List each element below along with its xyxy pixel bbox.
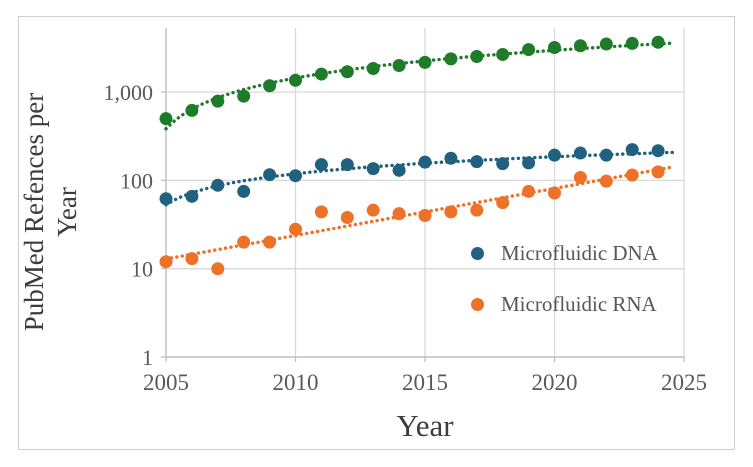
data-point [444, 151, 458, 165]
data-point [314, 67, 328, 81]
data-point [573, 170, 587, 184]
trendline [164, 41, 676, 131]
data-point [599, 37, 613, 51]
data-point [237, 235, 251, 249]
y-tick-label: 1,000 [104, 80, 154, 105]
y-axis-title: PubMed Refences per Year [18, 12, 90, 412]
x-tick-label: 2005 [143, 370, 189, 395]
data-point [289, 222, 302, 236]
x-tick-label: 2010 [273, 370, 319, 395]
x-axis-title: Year [396, 408, 454, 443]
data-point [651, 35, 665, 49]
data-point [211, 178, 225, 192]
data-point [340, 158, 354, 172]
data-point [548, 186, 561, 200]
data-point [496, 47, 510, 61]
legend-marker-dna-icon [471, 246, 484, 260]
legend-label-rna: Microfluidic RNA [501, 291, 657, 316]
data-point [548, 40, 561, 54]
data-point [392, 59, 406, 73]
data-point [314, 158, 328, 172]
data-point [159, 112, 173, 126]
data-point [599, 174, 613, 188]
data-point [340, 211, 354, 225]
data-point [185, 103, 199, 117]
data-point [625, 36, 639, 50]
data-point [418, 155, 432, 169]
data-point [211, 94, 225, 108]
data-point [651, 165, 665, 179]
data-point [496, 196, 510, 210]
data-point [211, 262, 225, 276]
data-point [522, 43, 536, 57]
figure-border [18, 16, 735, 450]
data-point [470, 203, 484, 217]
data-point [573, 146, 587, 160]
data-point [625, 168, 639, 182]
data-point [289, 169, 302, 183]
data-point [366, 62, 380, 76]
data-point [418, 209, 432, 223]
data-point [263, 235, 277, 249]
data-point [470, 155, 484, 169]
data-point [625, 143, 639, 157]
data-point [651, 144, 665, 158]
data-point [185, 252, 199, 266]
data-point [237, 184, 251, 198]
legend-item-microfluidic-rna: Microfluidic RNA [471, 291, 657, 316]
data-point [237, 89, 251, 103]
data-point [366, 203, 380, 217]
data-point [340, 65, 354, 79]
y-axis-title-line2: Year [52, 187, 82, 237]
data-point [314, 205, 328, 219]
data-point [444, 52, 458, 66]
x-tick-label: 2015 [402, 370, 448, 395]
data-point [599, 148, 613, 162]
legend-marker-rna-icon [471, 297, 484, 311]
y-tick-label: 100 [120, 168, 153, 193]
data-point [159, 255, 173, 269]
data-point [263, 79, 277, 93]
legend-item-microfluidic-dna: Microfluidic DNA [471, 240, 658, 265]
data-point [444, 205, 458, 219]
data-point [159, 192, 173, 206]
x-tick-label: 2020 [532, 370, 578, 395]
data-point [522, 156, 536, 170]
data-point [470, 50, 484, 64]
data-point [392, 163, 406, 177]
data-point [496, 157, 510, 171]
data-point [418, 55, 432, 69]
x-tick-label: 2025 [661, 370, 707, 395]
data-point [289, 73, 302, 87]
y-axis-title-line1: PubMed Refences per [19, 92, 49, 332]
data-point [263, 168, 277, 182]
y-tick-label: 10 [131, 257, 153, 282]
data-point [573, 39, 587, 53]
data-point [522, 184, 536, 198]
data-point [392, 207, 406, 221]
data-point [185, 189, 199, 203]
y-tick-label: 1 [142, 345, 153, 370]
data-point [548, 148, 561, 162]
legend-label-dna: Microfluidic DNA [501, 240, 658, 265]
data-point [366, 162, 380, 176]
